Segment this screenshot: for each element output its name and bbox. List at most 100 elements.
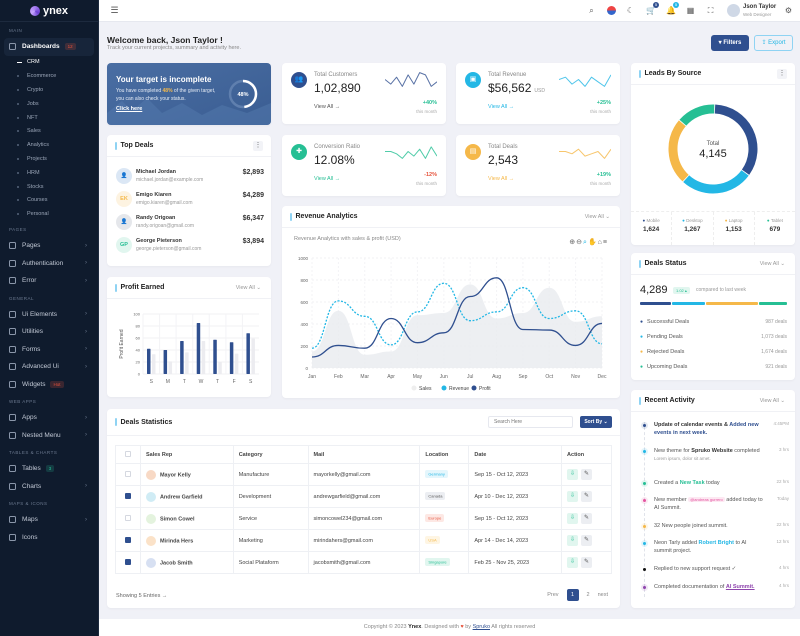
sidebar-item-advanced-ui[interactable]: Advanced Ui › [0,358,98,376]
search-icon[interactable]: ⌕ [589,6,594,15]
download-button[interactable]: ⇩ [567,513,579,524]
compare-text: compared to last week [696,287,747,293]
x-tick-label: Jul [467,374,473,380]
sidebar-item-tables[interactable]: Tables 3 [0,460,98,478]
view-all-link[interactable]: View All → [488,104,515,110]
download-button[interactable]: ⇩ [567,469,579,480]
deals-statistics-card: Deals Statistics Sort By ⌄ Sales RepCate… [107,409,620,608]
view-all-link[interactable]: View All → [488,176,515,182]
filters-button[interactable]: ▾ Filters [711,35,749,51]
deal-item[interactable]: 👤 Randy Origoan randy.origoan@gmail.com $6,… [116,214,264,234]
chart-title: Revenue Analytics with sales & profit (U… [294,236,401,242]
table-row: Simon Cowel Service simoncowel234@gmail.co… [115,507,612,530]
sidebar-subitem[interactable]: Ecommerce [0,69,98,83]
zoom-select-icon[interactable]: ⌕ [583,239,588,246]
click-here-link[interactable]: Click here [116,106,143,112]
download-button[interactable]: ⇩ [567,491,579,502]
menu-toggle-icon[interactable]: ☰ [110,5,119,15]
settings-gear-icon[interactable]: ⚙ [784,6,793,15]
apps-grid-icon[interactable]: ▦ [686,6,695,15]
sidebar-item-forms[interactable]: Forms › [0,341,98,359]
column-header: Date [468,445,563,464]
stat-value: 12.08% [314,153,355,167]
edit-button[interactable]: ✎ [581,557,593,568]
edit-button[interactable]: ✎ [581,535,593,546]
deal-item[interactable]: EK Emigo Kiaren emigo.kiaren@gmail.com $4,2… [116,191,264,211]
edit-button[interactable]: ✎ [581,513,593,524]
view-all-dropdown[interactable]: View All ⌄ [759,260,785,267]
zoom-out-icon[interactable]: ⊖ [576,239,584,246]
user-name[interactable]: Json Taylor [743,4,777,10]
reset-home-icon[interactable]: ⌂ [597,239,603,246]
sidebar-item-utilities[interactable]: Utilities › [0,323,98,341]
sidebar-item-nested-menu[interactable]: Nested Menu › [0,427,98,445]
sidebar-subitem[interactable]: HRM [0,166,98,180]
sidebar-item-dashboards[interactable]: Dashboards 12 [4,38,94,56]
view-all-dropdown[interactable]: View All ⌄ [584,213,610,220]
sidebar-item-error[interactable]: Error › [0,272,98,290]
pan-hand-icon[interactable]: ✋ [587,239,598,246]
cart-icon[interactable]: 🛒 5 [646,2,659,15]
view-all-link[interactable]: View All → [314,176,341,182]
row-checkbox[interactable] [124,536,131,543]
next-page-button[interactable]: next [597,592,608,598]
deal-item[interactable]: GP George Pieterson george.pieterson@gmail… [116,237,264,257]
sidebar-subitem[interactable]: Courses [0,193,98,207]
moon-icon[interactable]: ☾ [626,6,635,15]
row-checkbox[interactable] [124,558,131,565]
sidebar-subitem[interactable]: Projects [0,152,98,166]
recent-activity-title: Recent Activity [644,397,695,404]
location-badge: Canada [425,492,446,500]
chevron-right-icon: › [85,242,87,249]
logo[interactable]: ynex [0,0,98,22]
sort-by-button[interactable]: Sort By ⌄ [580,416,612,428]
sidebar-item-ui-elements[interactable]: Ui Elements › [0,306,98,324]
more-options-icon[interactable]: ⋮ [777,68,787,79]
search-input[interactable] [488,416,573,428]
avatar[interactable] [727,4,740,17]
sidebar-subitem[interactable]: NFT [0,111,98,125]
export-button[interactable]: ⇪ Export [754,35,793,51]
row-checkbox[interactable] [124,492,131,499]
sidebar-subitem[interactable]: CRM [0,56,98,70]
donut-slice-tablet [679,104,715,126]
view-all-dropdown[interactable]: View All ⌄ [759,397,785,404]
prev-page-button[interactable]: Prev [547,592,559,598]
row-checkbox[interactable] [124,470,131,477]
view-all-dropdown[interactable]: View All ⌄ [235,284,261,291]
sidebar-subitem[interactable]: Jobs [0,97,98,111]
deals-status-card: Deals Status View All ⌄ 4,289 1.02 ▴ comp… [631,253,795,380]
sidebar-item-pages[interactable]: Pages › [0,237,98,255]
sidebar-subitem[interactable]: Personal [0,207,98,221]
us-flag-icon[interactable] [607,6,616,15]
download-button[interactable]: ⇩ [567,557,579,568]
fullscreen-icon[interactable]: ⛶ [707,6,714,15]
view-all-link[interactable]: View All → [314,104,341,110]
edit-button[interactable]: ✎ [581,491,593,502]
sidebar-item-apps[interactable]: Apps › [0,409,98,427]
y-tick-label: 20 [136,360,141,365]
chevron-right-icon: › [85,311,87,318]
sidebar-item-charts[interactable]: Charts › [0,478,98,496]
row-checkbox[interactable] [124,514,131,521]
page-2-button[interactable]: 2 [586,592,590,598]
sidebar-item-widgets[interactable]: Widgets Hot [0,376,98,394]
sidebar-subitem[interactable]: Crypto [0,83,98,97]
sidebar-subitem[interactable]: Sales [0,124,98,138]
sidebar-subitem[interactable]: Analytics [0,138,98,152]
zoom-in-icon[interactable]: ⊕ [569,239,577,246]
timeline-dot [641,523,648,530]
edit-button[interactable]: ✎ [581,469,593,480]
sidebar-item-maps[interactable]: Maps › [0,511,98,529]
more-options-icon[interactable]: ⋮ [253,140,263,151]
sidebar-item-icons[interactable]: Icons [0,529,98,547]
select-all-checkbox[interactable] [124,450,131,457]
sidebar-subitem[interactable]: Stocks [0,180,98,194]
bell-icon[interactable]: 🔔 5 [666,2,679,15]
download-button[interactable]: ⇩ [567,535,579,546]
spruko-link[interactable]: Spruko [472,624,491,630]
deal-item[interactable]: 👤 Michael Jordan michael.jordan@example.co… [116,168,264,188]
page-1-button[interactable]: 1 [566,589,579,601]
chart-menu-icon[interactable]: ≡ [602,239,608,246]
sidebar-item-authentication[interactable]: Authentication › [0,255,98,273]
